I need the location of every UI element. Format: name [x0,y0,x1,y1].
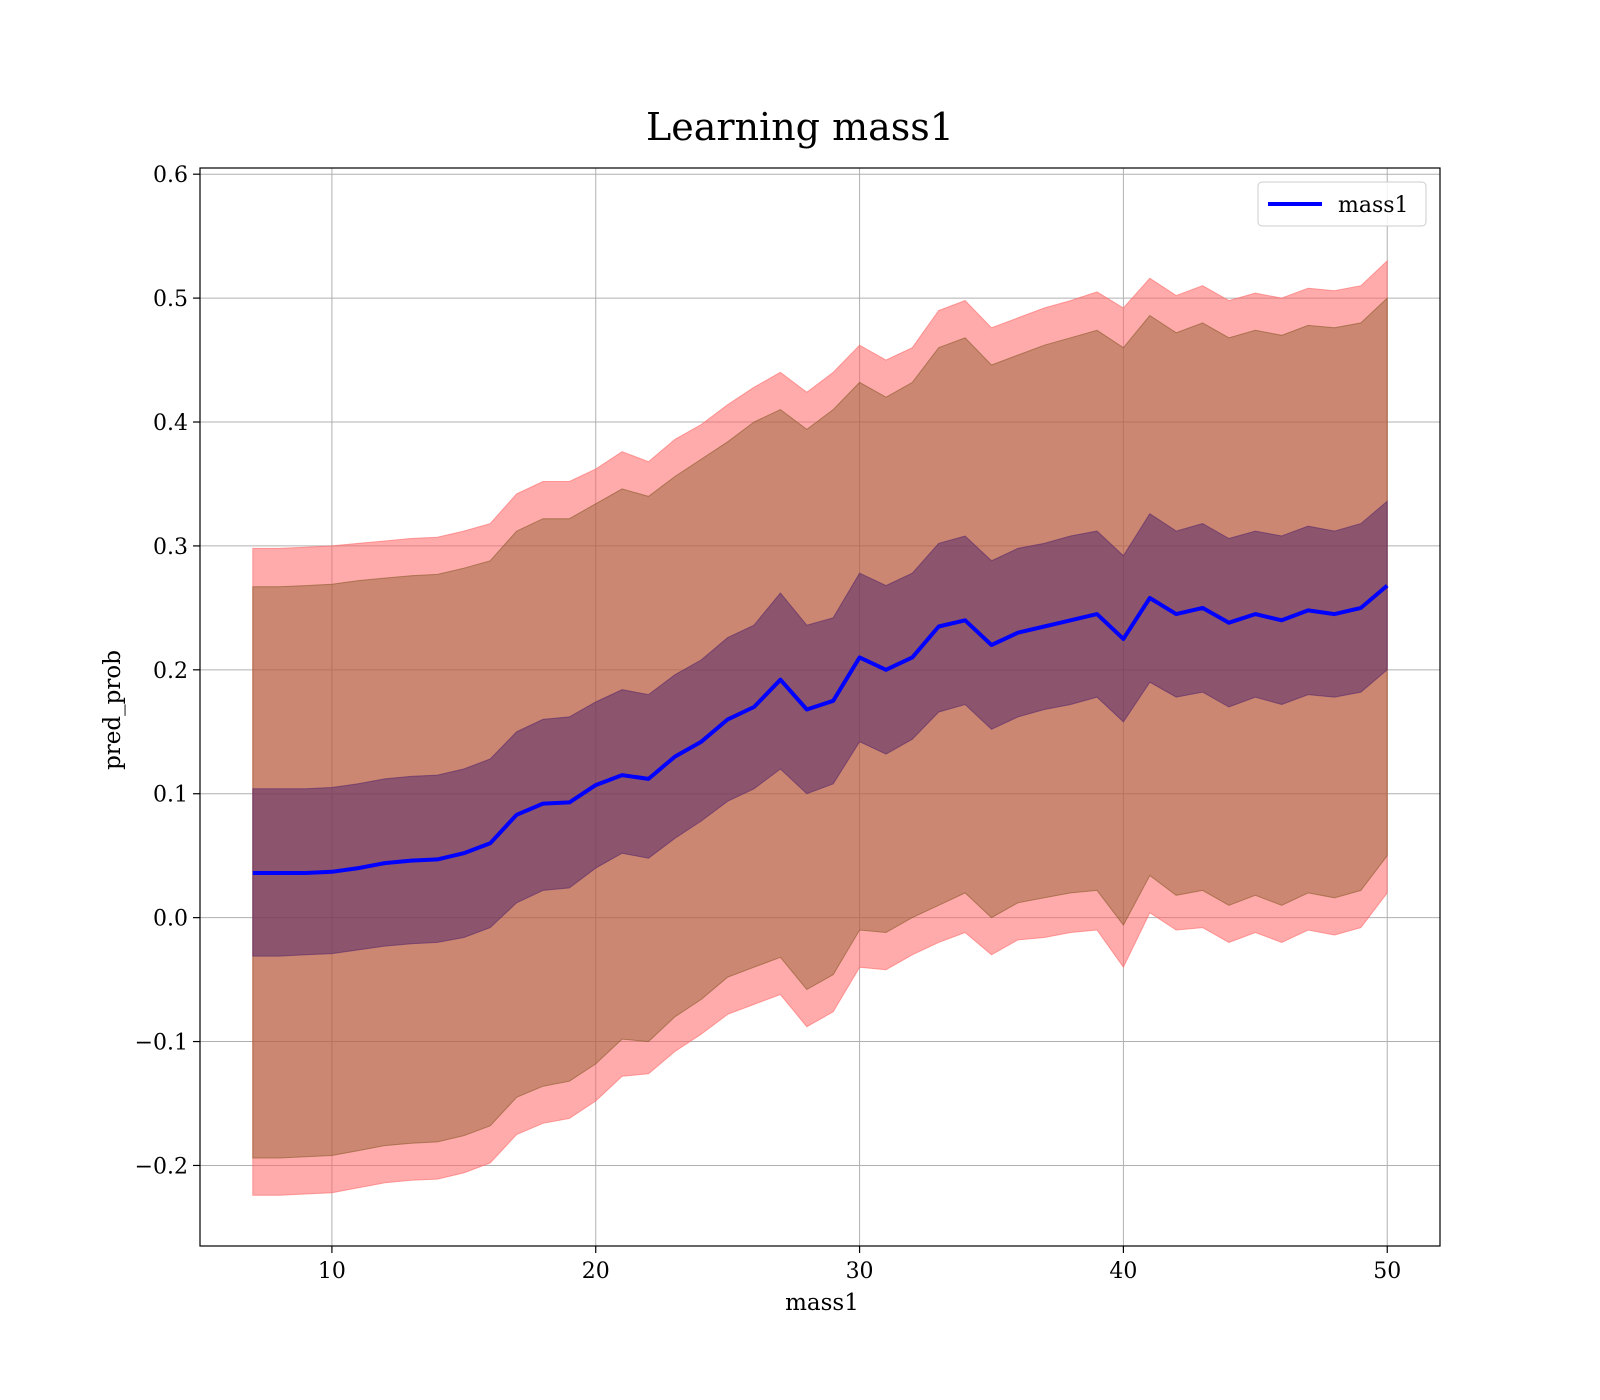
x-tick-label: 40 [1109,1259,1137,1284]
y-tick-label: −0.1 [135,1031,188,1056]
y-tick-label: 0.5 [153,287,188,312]
plot-area: 10 20 30 40 50 −0.2 −0.1 0.0 0.1 0.2 0.3 0.4 0.5 0.6 m… [135,163,1441,1284]
plot-frame [199,167,1441,1247]
x-tick-label: 30 [846,1259,874,1284]
y-tick-label: 0.0 [153,907,188,932]
y-tick-label: 0.2 [153,659,188,684]
series-line-mass1 [252,584,1389,875]
x-tick-label: 20 [582,1259,610,1284]
x-tick-label: 10 [318,1259,346,1284]
legend-box [1257,181,1427,227]
y-tick-label: 0.1 [153,783,188,808]
y-tick-label: 0.6 [153,163,188,188]
y-tick-label: 0.3 [153,535,188,560]
x-axis-label: mass1 [785,1290,859,1316]
y-axis-label: pred_prob [100,650,126,770]
legend-entry-label: mass1 [1338,193,1409,218]
y-tick-label: 0.4 [153,411,188,436]
legend: mass1 [1257,181,1427,227]
inner-band-area [252,500,1388,957]
x-tick-label: 50 [1373,1259,1401,1284]
y-tick-label: −0.2 [135,1154,188,1179]
chart-title: Learning mass1 [646,105,954,149]
